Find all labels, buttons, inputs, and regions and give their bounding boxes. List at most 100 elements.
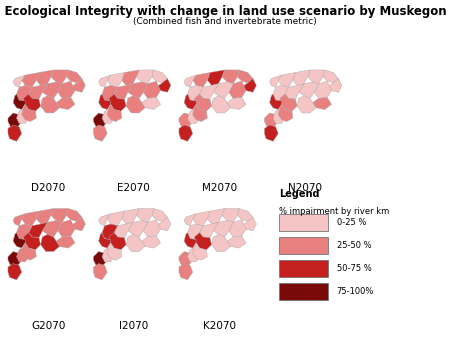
Polygon shape bbox=[8, 264, 22, 280]
Text: E2070: E2070 bbox=[117, 183, 150, 193]
Polygon shape bbox=[327, 78, 342, 92]
Polygon shape bbox=[193, 211, 210, 226]
Polygon shape bbox=[56, 236, 75, 248]
Polygon shape bbox=[99, 94, 111, 110]
Polygon shape bbox=[102, 248, 116, 262]
Polygon shape bbox=[99, 214, 111, 226]
Polygon shape bbox=[207, 70, 225, 86]
Polygon shape bbox=[229, 81, 246, 98]
Polygon shape bbox=[13, 94, 25, 110]
Polygon shape bbox=[238, 209, 253, 221]
Polygon shape bbox=[265, 125, 278, 141]
Polygon shape bbox=[270, 75, 282, 87]
Polygon shape bbox=[8, 113, 22, 128]
Polygon shape bbox=[144, 81, 161, 98]
Polygon shape bbox=[299, 82, 319, 98]
Polygon shape bbox=[242, 78, 256, 92]
Polygon shape bbox=[136, 70, 153, 84]
Polygon shape bbox=[273, 110, 287, 123]
Polygon shape bbox=[242, 217, 256, 231]
Polygon shape bbox=[200, 222, 219, 238]
Polygon shape bbox=[156, 217, 171, 231]
Polygon shape bbox=[213, 221, 233, 237]
Polygon shape bbox=[278, 104, 293, 122]
Polygon shape bbox=[293, 70, 310, 86]
Polygon shape bbox=[109, 94, 126, 111]
Polygon shape bbox=[193, 243, 207, 260]
Polygon shape bbox=[107, 211, 124, 226]
Polygon shape bbox=[99, 233, 111, 248]
Polygon shape bbox=[194, 94, 212, 111]
Polygon shape bbox=[280, 94, 297, 111]
Polygon shape bbox=[152, 70, 167, 83]
Polygon shape bbox=[122, 70, 139, 86]
Text: 75-100%: 75-100% bbox=[337, 287, 374, 296]
Polygon shape bbox=[229, 220, 246, 237]
Polygon shape bbox=[58, 81, 75, 98]
Text: Legend: Legend bbox=[279, 189, 319, 199]
Polygon shape bbox=[67, 209, 82, 221]
Text: M2070: M2070 bbox=[202, 183, 237, 193]
Polygon shape bbox=[313, 97, 332, 110]
Polygon shape bbox=[107, 243, 122, 260]
Polygon shape bbox=[307, 70, 324, 84]
Polygon shape bbox=[51, 70, 68, 84]
Polygon shape bbox=[17, 248, 30, 262]
Polygon shape bbox=[22, 73, 39, 87]
Polygon shape bbox=[238, 70, 253, 83]
Text: Change in Ecological Integrity with change in land use scenario by Muskegon sub-: Change in Ecological Integrity with chan… bbox=[0, 5, 450, 18]
Polygon shape bbox=[126, 96, 145, 113]
Polygon shape bbox=[179, 113, 193, 128]
Polygon shape bbox=[142, 236, 161, 248]
Polygon shape bbox=[179, 264, 193, 280]
Polygon shape bbox=[270, 94, 282, 110]
Polygon shape bbox=[109, 233, 126, 250]
Text: I2070: I2070 bbox=[119, 321, 148, 331]
Polygon shape bbox=[213, 82, 233, 98]
Polygon shape bbox=[42, 82, 62, 98]
Polygon shape bbox=[122, 209, 139, 224]
Polygon shape bbox=[179, 125, 193, 141]
Polygon shape bbox=[179, 251, 193, 267]
Polygon shape bbox=[58, 220, 75, 237]
Polygon shape bbox=[128, 82, 148, 98]
Polygon shape bbox=[285, 84, 304, 99]
Polygon shape bbox=[8, 125, 22, 141]
Polygon shape bbox=[126, 234, 145, 251]
Polygon shape bbox=[297, 96, 316, 113]
Polygon shape bbox=[51, 209, 68, 222]
Polygon shape bbox=[193, 73, 210, 87]
Polygon shape bbox=[156, 78, 171, 92]
Polygon shape bbox=[22, 243, 36, 260]
Polygon shape bbox=[144, 220, 161, 237]
Polygon shape bbox=[67, 70, 82, 83]
Polygon shape bbox=[23, 94, 40, 111]
Polygon shape bbox=[107, 104, 122, 122]
Text: K2070: K2070 bbox=[203, 321, 236, 331]
Polygon shape bbox=[17, 110, 30, 123]
Polygon shape bbox=[99, 75, 111, 87]
Polygon shape bbox=[94, 113, 107, 128]
Polygon shape bbox=[22, 211, 39, 226]
Polygon shape bbox=[36, 209, 54, 224]
Polygon shape bbox=[193, 104, 207, 122]
Text: 50-75 %: 50-75 % bbox=[337, 264, 371, 273]
Polygon shape bbox=[102, 224, 117, 240]
Polygon shape bbox=[42, 221, 62, 237]
Polygon shape bbox=[184, 214, 196, 226]
Polygon shape bbox=[29, 222, 48, 238]
Polygon shape bbox=[94, 264, 107, 280]
Polygon shape bbox=[188, 224, 203, 240]
Polygon shape bbox=[207, 209, 225, 224]
Polygon shape bbox=[200, 84, 219, 99]
Polygon shape bbox=[13, 233, 25, 248]
Polygon shape bbox=[323, 70, 338, 83]
Polygon shape bbox=[8, 251, 22, 267]
Polygon shape bbox=[136, 209, 153, 222]
Text: N2070: N2070 bbox=[288, 183, 322, 193]
Bar bbox=[279, 260, 328, 277]
Polygon shape bbox=[22, 104, 36, 122]
Polygon shape bbox=[102, 86, 117, 101]
Polygon shape bbox=[188, 110, 201, 123]
Polygon shape bbox=[227, 236, 246, 248]
